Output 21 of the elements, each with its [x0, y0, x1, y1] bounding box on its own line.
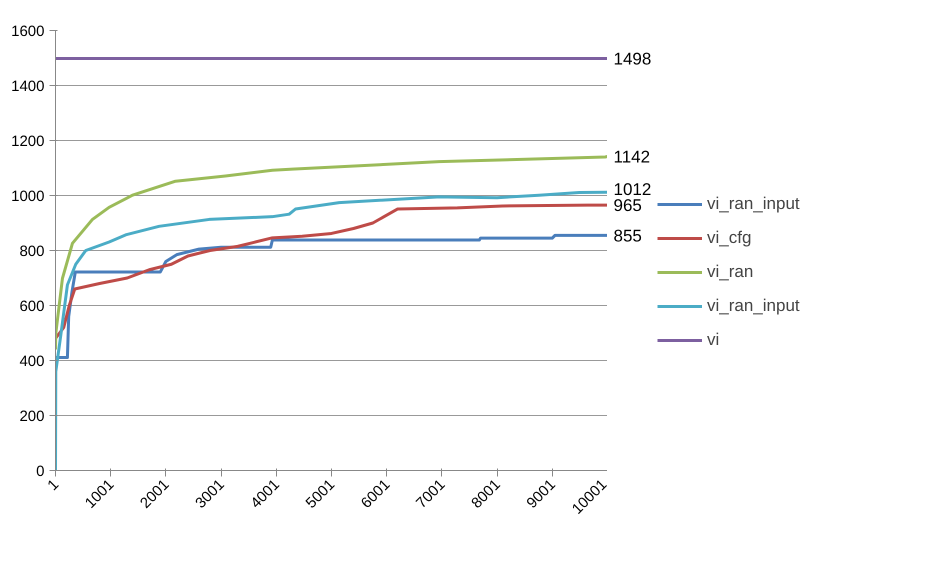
data-label: 1498: [614, 50, 652, 69]
legend-label: vi: [707, 330, 720, 350]
y-tick-label: 1000: [11, 188, 45, 205]
y-tick-label: 1600: [11, 23, 45, 40]
legend-label: vi_ran: [707, 262, 754, 282]
x-tick-label: 1: [44, 476, 62, 494]
data-label: 1142: [614, 147, 650, 166]
legend-label: vi_ran_input: [707, 296, 800, 316]
data-label: 855: [614, 226, 642, 246]
legend-label: vi_ran_input: [707, 194, 800, 214]
y-tick-label: 1400: [11, 78, 45, 95]
y-tick-label: 800: [19, 243, 45, 260]
legend-label: vi_cfg: [707, 228, 752, 248]
y-tick-label: 1200: [11, 133, 45, 150]
line-series: [56, 204, 607, 340]
y-tick-label: 400: [19, 353, 45, 370]
y-tick-label: 0: [36, 463, 44, 480]
line-series: [56, 234, 607, 359]
y-tick-label: 600: [19, 298, 45, 315]
line-series: [56, 154, 607, 351]
y-tick-label: 200: [19, 408, 45, 425]
